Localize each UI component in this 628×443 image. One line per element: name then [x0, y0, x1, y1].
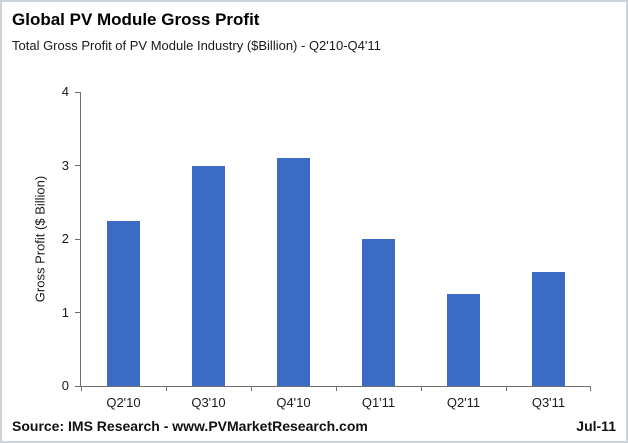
bar-Q4'10 [277, 158, 310, 386]
y-tick-label: 4 [61, 84, 69, 99]
x-tick-label: Q2'11 [446, 395, 481, 410]
y-tick-mark [75, 385, 80, 387]
x-tick-label: Q3'11 [531, 395, 566, 410]
x-tick-mark [506, 386, 507, 391]
footer: Source: IMS Research - www.PVMarketResea… [12, 418, 616, 434]
chart-title: Global PV Module Gross Profit [12, 10, 260, 29]
bar-Q2'10 [107, 220, 140, 386]
y-tick-label: 3 [61, 157, 69, 173]
bar-Q3'10 [192, 165, 225, 386]
x-tick-mark [336, 386, 337, 391]
report-date: Jul-11 [576, 418, 616, 434]
source-text: Source: IMS Research - www.PVMarketResea… [12, 418, 368, 434]
bar-Q1'11 [362, 239, 395, 386]
y-tick-label: 2 [61, 231, 69, 246]
x-tick-mark [81, 386, 82, 391]
y-tick-label: 0 [61, 378, 69, 393]
y-tick-mark [75, 238, 80, 240]
bar-Q3'11 [532, 272, 565, 386]
plot-area: 0 1 2 3 4 Q2'10 Q3'10 Q4'10 Q1'11 Q2'11 Q3'11 [62, 84, 591, 410]
bar-Q2'11 [447, 294, 480, 386]
y-tick-mark [75, 312, 80, 313]
x-tick-mark [590, 386, 591, 391]
x-tick-mark [251, 386, 252, 391]
y-tick-mark [75, 165, 80, 166]
x-tick-label: Q1'11 [361, 395, 396, 410]
x-tick-mark [166, 386, 167, 391]
y-tick-mark [75, 91, 80, 93]
x-tick-label: Q3'10 [191, 395, 226, 410]
chart-subtitle: Total Gross Profit of PV Module Industry… [12, 38, 381, 53]
y-tick-label: 1 [61, 304, 69, 320]
x-tick-label: Q4'10 [276, 395, 311, 410]
x-tick-mark [421, 386, 422, 391]
x-tick-label: Q2'10 [106, 395, 141, 410]
